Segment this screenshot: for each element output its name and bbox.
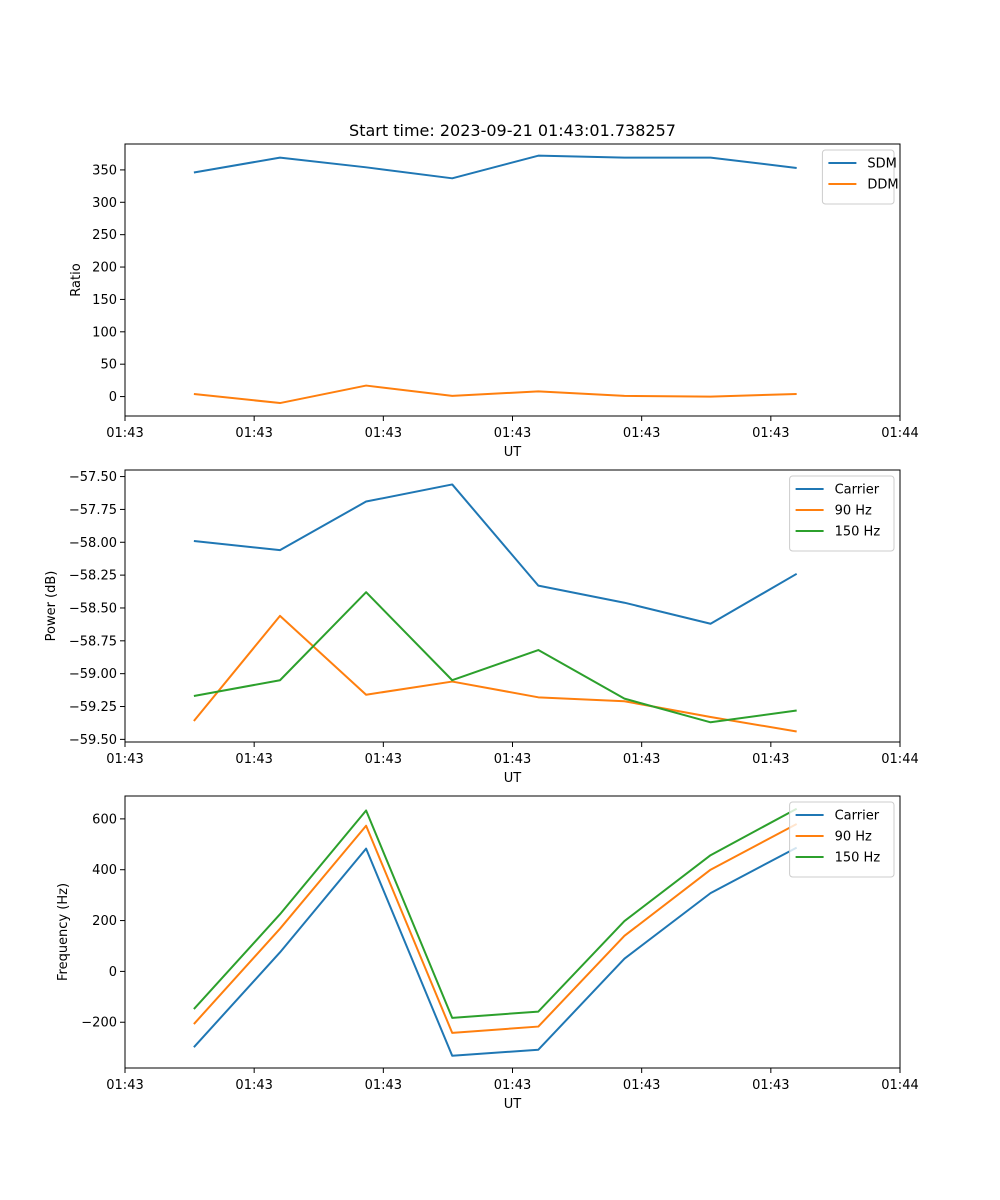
power-x-tick-label: 01:43 [623, 752, 660, 767]
power-x-axis-label: UT [504, 771, 522, 786]
frequency-x-tick-label: 01:43 [623, 1078, 660, 1093]
power-y-tick-label: −59.25 [69, 700, 117, 715]
ratio-x-tick-label: 01:43 [106, 426, 143, 441]
chart-title: Start time: 2023-09-21 01:43:01.738257 [349, 121, 676, 140]
ratio-y-tick-label: 150 [92, 293, 117, 308]
power-x-tick-label: 01:43 [752, 752, 789, 767]
frequency-x-tick-label: 01:43 [106, 1078, 143, 1093]
ratio-series-line-ddm [193, 384, 797, 405]
ratio-x-axis-label: UT [504, 445, 522, 460]
frequency-series-line-carrier [193, 846, 798, 1057]
ratio-x-tick-label: 01:43 [235, 426, 272, 441]
frequency-y-tick-label: 0 [109, 965, 117, 980]
frequency-legend [789, 801, 895, 878]
frequency-y-axis-label: Frequency (Hz) [56, 883, 71, 981]
ratio-x-tick-label: 01:43 [494, 426, 531, 441]
frequency-x-tick-label: 01:43 [752, 1078, 789, 1093]
power-y-axis-label: Power (dB) [44, 571, 59, 642]
ratio-y-tick-label: 300 [92, 196, 117, 211]
power-x-tick-label: 01:44 [881, 752, 918, 767]
ratio-x-tick-label: 01:43 [623, 426, 660, 441]
ratio-x-tick-label: 01:43 [752, 426, 789, 441]
ratio-x-tick-label: 01:43 [365, 426, 402, 441]
frequency-y-tick-label: 400 [92, 863, 117, 878]
ratio-x-tick-label: 01:44 [881, 426, 918, 441]
power-panel: UT Power (dB) 01:43 01:43 01:43 01:43 01:43 0… [44, 469, 919, 786]
frequency-legend-label-90-hz: 90 Hz [835, 830, 872, 845]
power-y-tick-label: −57.50 [69, 470, 117, 485]
frequency-x-tick-label: 01:43 [365, 1078, 402, 1093]
frequency-x-tick-label: 01:43 [235, 1078, 272, 1093]
frequency-panel: UT Frequency (Hz) 01:43 01:43 01:43 01:43 01… [56, 795, 919, 1112]
power-series-line-carrier [193, 483, 798, 625]
frequency-x-tick-label: 01:43 [494, 1078, 531, 1093]
power-legend [789, 475, 895, 552]
power-legend-label-150-hz: 150 Hz [835, 525, 881, 540]
ratio-y-tick-label: 350 [92, 163, 117, 178]
frequency-plot-area: 01:43 01:43 01:43 01:43 01:43 01:43 01:44 −200 0… [81, 795, 919, 1093]
power-x-tick-label: 01:43 [494, 752, 531, 767]
power-y-tick-label: −58.75 [69, 634, 117, 649]
power-plot-area: 01:43 01:43 01:43 01:43 01:43 01:43 01:44 −57.5… [69, 469, 919, 767]
power-x-tick-label: 01:43 [235, 752, 272, 767]
power-y-tick-label: −58.00 [69, 536, 117, 551]
ratio-y-tick-label: 0 [109, 390, 117, 405]
power-y-tick-label: −59.50 [69, 733, 117, 748]
power-legend-label-carrier: Carrier [835, 483, 880, 498]
frequency-y-tick-label: 200 [92, 914, 117, 929]
ratio-series-line-sdm [193, 154, 797, 180]
power-x-tick-label: 01:43 [365, 752, 402, 767]
power-y-tick-label: −58.25 [69, 569, 117, 584]
frequency-x-axis-label: UT [504, 1097, 522, 1112]
ratio-legend-label-ddm: DDM [867, 178, 898, 193]
frequency-series-line-90-hz [193, 823, 798, 1034]
power-y-tick-label: −57.75 [69, 503, 117, 518]
power-series-line-150-hz [193, 591, 797, 724]
ratio-y-tick-label: 250 [92, 228, 117, 243]
ratio-y-tick-label: 50 [100, 358, 117, 373]
ratio-panel: UT Ratio 01:43 01:43 01:43 01:43 01:43 01:43 0… [69, 143, 919, 460]
power-legend-label-90-hz: 90 Hz [835, 504, 872, 519]
frequency-x-tick-label: 01:44 [881, 1078, 918, 1093]
power-x-tick-label: 01:43 [106, 752, 143, 767]
ratio-y-tick-label: 100 [92, 325, 117, 340]
ratio-y-tick-label: 200 [92, 261, 117, 276]
ratio-y-axis-label: Ratio [69, 263, 84, 296]
frequency-legend-label-carrier: Carrier [835, 809, 880, 824]
power-y-tick-label: −58.50 [69, 601, 117, 616]
ratio-plot-area: 01:43 01:43 01:43 01:43 01:43 01:43 01:44 0 50 10… [92, 143, 919, 441]
ratio-legend-label-sdm: SDM [867, 157, 896, 172]
frequency-y-tick-label: 600 [92, 812, 117, 827]
power-y-tick-label: −59.00 [69, 667, 117, 682]
frequency-legend-label-150-hz: 150 Hz [835, 851, 881, 866]
power-series-line-90-hz [193, 614, 797, 733]
frequency-series-line-150-hz [193, 807, 798, 1019]
frequency-y-tick-label: −200 [81, 1016, 117, 1031]
